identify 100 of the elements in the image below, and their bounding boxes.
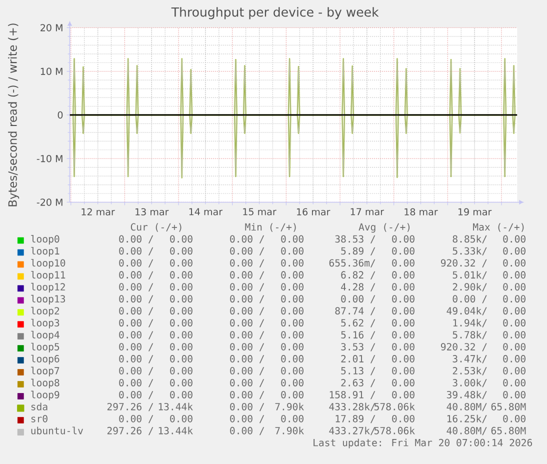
text: 0.00 / — [119, 366, 154, 376]
text: 0.00 — [170, 378, 192, 386]
text: 0.00 — [281, 235, 304, 243]
text: 0.00 — [392, 330, 414, 338]
x-tick-label: 17 mar — [350, 208, 384, 216]
text: 0.00 — [170, 247, 192, 254]
text: 0.00 — [281, 295, 304, 302]
text: 0.00 / — [119, 235, 154, 244]
text: 13.44k — [158, 402, 193, 410]
text: 0.00 — [170, 318, 192, 326]
text: 0.00 / — [230, 330, 264, 340]
text: 0.00 / — [230, 426, 264, 435]
text: 0.00 — [281, 259, 304, 266]
text: Last update: Fri Mar 20 07:00:14 2026 — [314, 438, 532, 448]
y-tick-label: 0 — [58, 111, 63, 118]
text: Avg (-/+) — [358, 222, 410, 232]
legend-label: loop13 — [31, 294, 66, 304]
text: 65.80M — [491, 426, 526, 434]
text: 433.28k/ — [329, 402, 376, 411]
text: 920.32 / — [440, 259, 487, 268]
text: 0.00 — [281, 342, 304, 350]
text: 5.78k/ — [452, 330, 487, 340]
text: 6.82 / — [341, 271, 376, 280]
text: 3.47k/ — [452, 354, 487, 364]
text: 65.80M — [491, 402, 526, 410]
text: 2.63 / — [341, 378, 376, 388]
legend-label: ubuntu-lv — [31, 426, 83, 434]
text: 0.00 / — [230, 259, 264, 268]
text: 17.89 / — [336, 414, 376, 423]
text: 0.00 / — [230, 366, 264, 376]
text: 0.00 / — [119, 295, 154, 304]
text: 40.80M/ — [446, 402, 487, 411]
x-tick-label: 14 mar — [189, 208, 223, 216]
text: 0.00 — [392, 390, 414, 398]
text: 40.80M/ — [446, 426, 487, 435]
legend-label: loop7 — [31, 366, 60, 376]
x-tick-label: 18 mar — [404, 208, 438, 216]
text: 0.00 / — [230, 235, 264, 244]
text: 0.00 — [281, 247, 304, 254]
y-axis-title: Bytes/second read (-) / write (+) — [8, 23, 20, 206]
text: 0.00 — [281, 378, 304, 386]
text: 578.06k — [374, 426, 415, 434]
text: Max (-/+) — [473, 222, 524, 232]
legend-label: loop9 — [31, 390, 60, 400]
text: 0.00 / — [230, 247, 264, 256]
legend-label: loop10 — [31, 258, 66, 268]
legend-label: loop3 — [31, 318, 60, 328]
text: 297.26 / — [107, 426, 154, 435]
legend-label: sr0 — [31, 414, 48, 422]
y-tick-label: 20 M — [40, 24, 62, 32]
text: 0.00 / — [230, 342, 264, 352]
text: 0.00 / — [119, 378, 154, 388]
text: 0.00 / — [230, 295, 264, 304]
text: 0.00 — [170, 259, 192, 266]
legend-label: loop1 — [31, 246, 60, 256]
text: 0.00 — [281, 390, 304, 398]
x-tick-label: 12 mar — [82, 208, 115, 216]
text: 0.00 / — [119, 390, 154, 400]
text: 0.00 — [503, 271, 526, 278]
text: 0.00 — [170, 295, 192, 302]
text: 38.53 / — [335, 235, 376, 244]
text: 0.00 / — [119, 330, 154, 340]
text: 0.00 — [392, 342, 414, 350]
text: 0.00 — [503, 390, 526, 398]
text: Min (-/+) — [245, 222, 296, 232]
y-tick-label: -10 M — [36, 154, 62, 162]
text: 655.36m/ — [329, 259, 376, 268]
text: 0.00 — [503, 318, 526, 326]
text: 0.00 — [503, 414, 526, 422]
text: 5.62 / — [341, 318, 376, 328]
legend-label: loop8 — [31, 378, 60, 388]
text: 3.53 / — [341, 342, 376, 352]
y-tick-label: 10 M — [40, 68, 62, 75]
text: 0.00 / — [230, 378, 264, 388]
text: 0.00 — [392, 366, 414, 374]
text: 0.00 / — [230, 354, 264, 364]
text: 0.00 — [392, 354, 414, 362]
text: 0.00 — [392, 271, 414, 278]
text: 16.25k/ — [447, 414, 487, 423]
text: 433.27k/ — [329, 426, 376, 435]
text: 0.00 / — [230, 283, 264, 292]
text: 0.00 — [392, 414, 414, 422]
x-tick-label: 15 mar — [243, 208, 276, 216]
text: 0.00 — [503, 378, 526, 386]
text: 0.00 / — [230, 414, 264, 423]
text: 0.00 — [503, 330, 526, 338]
text: 0.00 — [170, 306, 192, 314]
legend-label: sda — [31, 402, 48, 410]
text: 0.00 — [170, 366, 192, 374]
legend-label: loop5 — [31, 342, 60, 352]
text: 0.00 — [170, 414, 192, 422]
text: 920.32 / — [440, 342, 487, 352]
text: 0.00 / — [119, 354, 154, 364]
text: 0.00 — [281, 306, 304, 314]
text: 87.74 / — [335, 306, 376, 316]
text: 0.00 — [281, 354, 304, 362]
text: 0.00 — [281, 330, 304, 338]
y-tick-label: -20 M — [36, 198, 62, 206]
text: 0.00 / — [341, 295, 376, 304]
text: 5.13 / — [341, 366, 376, 376]
